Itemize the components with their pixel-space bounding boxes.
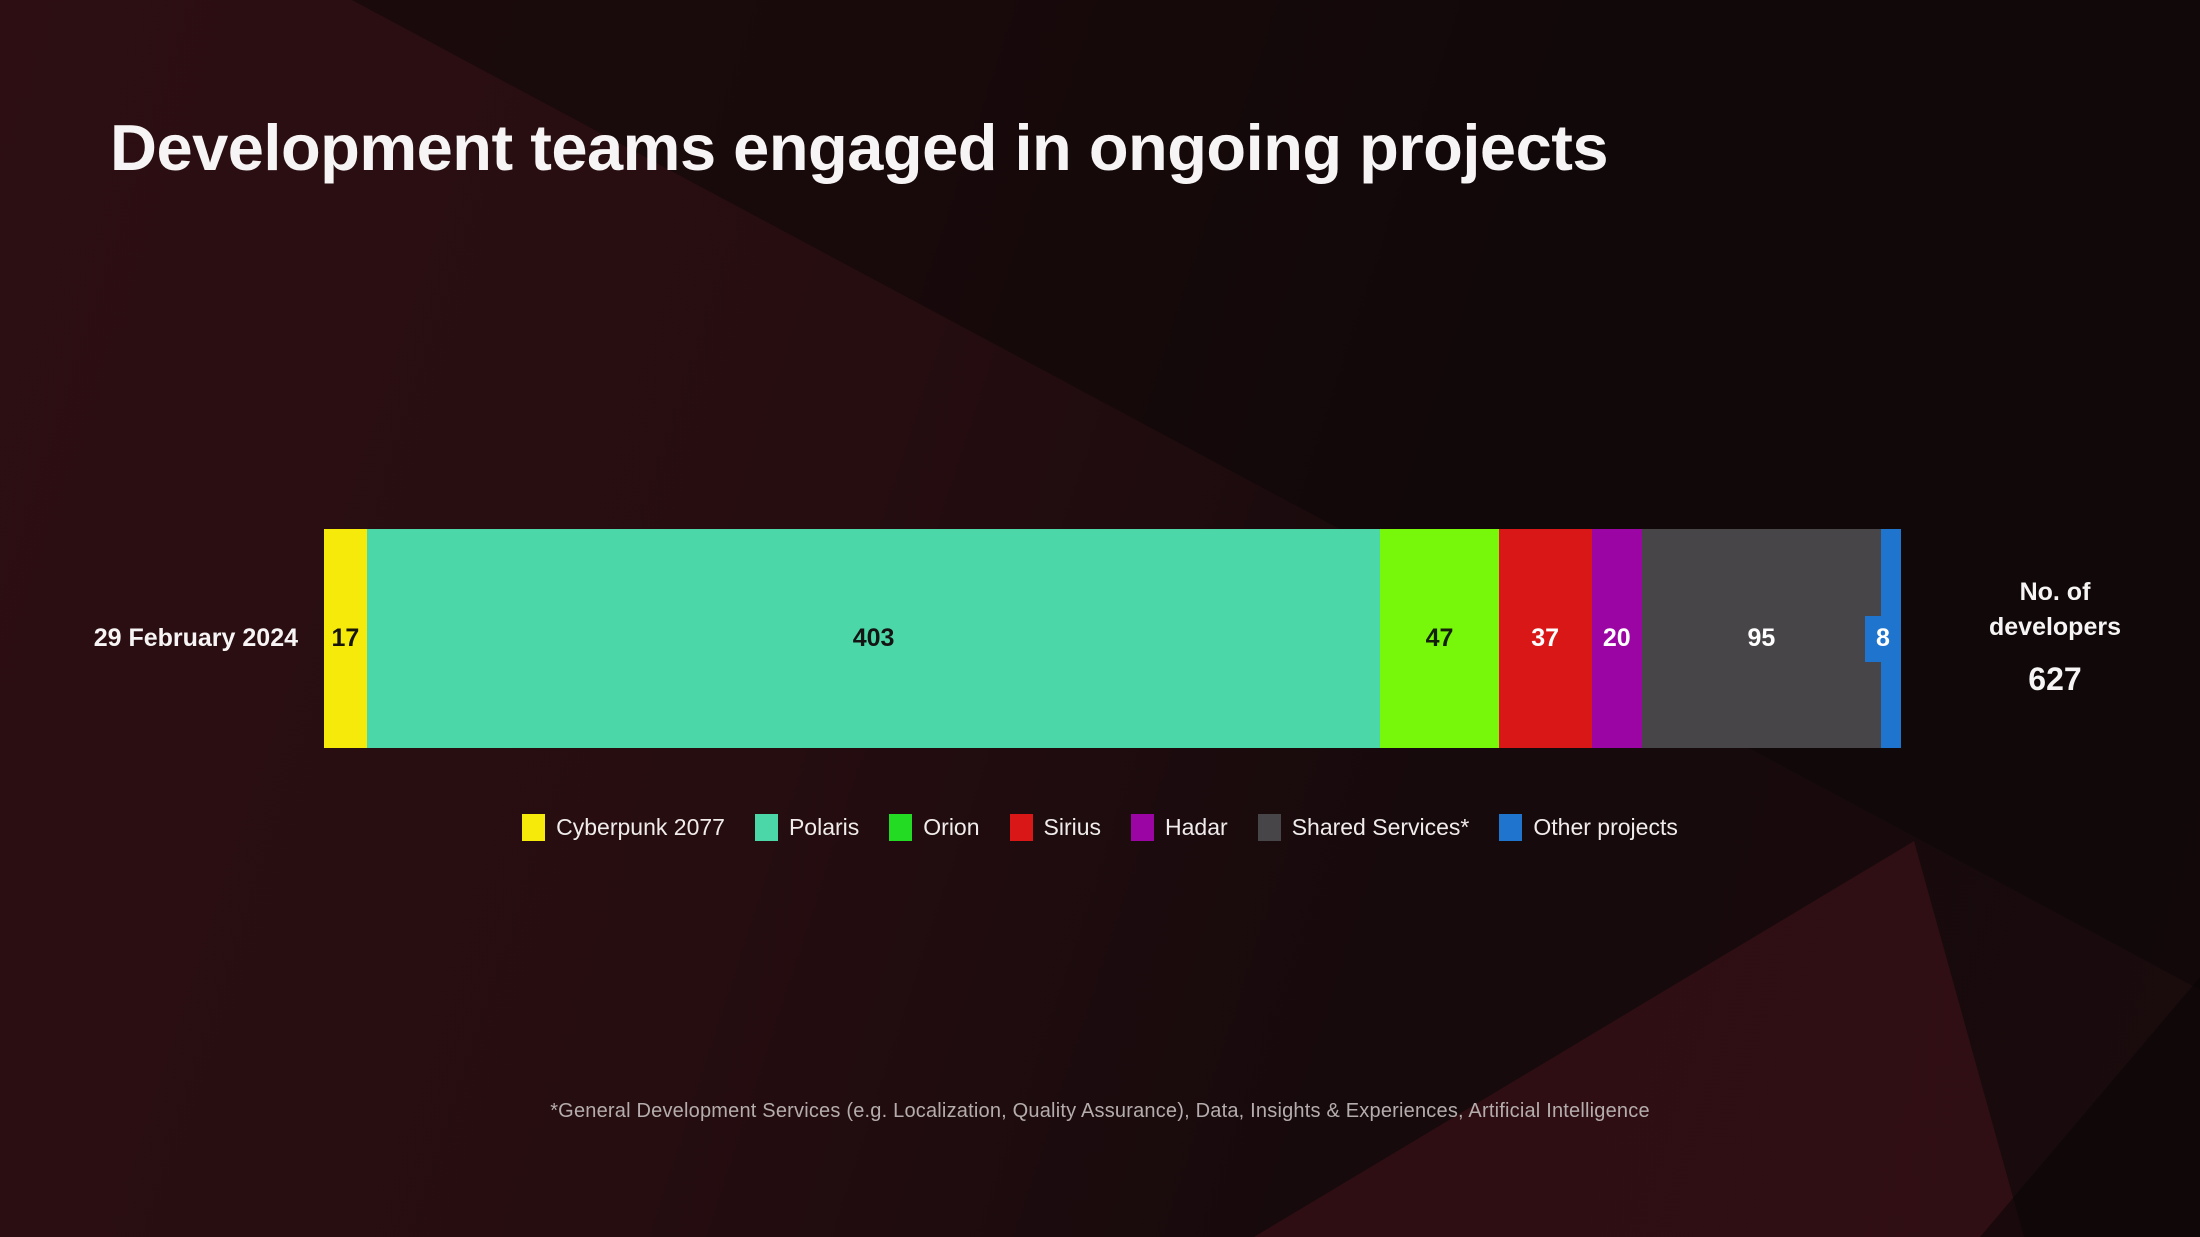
- total-label-line2: developers: [1988, 613, 2121, 641]
- legend-item: Shared Services*: [1257, 814, 1470, 841]
- bar-segment: 37: [1498, 529, 1592, 748]
- legend-item-label: Shared Services*: [1291, 814, 1470, 840]
- bar-segment-value: 95: [1747, 624, 1776, 652]
- bar-segment: 17: [324, 529, 367, 748]
- bar-segment: 8: [1865, 529, 1901, 748]
- page-title: Development teams engaged in ongoing pro…: [110, 111, 1609, 184]
- legend-item-label: Polaris: [788, 814, 860, 840]
- legend-item: Sirius: [1009, 814, 1102, 841]
- legend-item: Other projects: [1499, 814, 1678, 841]
- legend-swatch: [754, 814, 778, 841]
- legend: Cyberpunk 2077 Polaris Orion Sirius Hada…: [0, 814, 2200, 841]
- footnote: *General Development Services (e.g. Loca…: [550, 1100, 1650, 1122]
- legend-item-label: Cyberpunk 2077: [556, 814, 725, 840]
- bar-segment-value: 17: [331, 624, 360, 652]
- bar-segment: 47: [1380, 529, 1499, 748]
- bar-segment: 20: [1591, 529, 1642, 748]
- total-developers-block: No. of developers 627: [1950, 575, 2160, 698]
- bar-segment-value: 8: [1865, 615, 1901, 662]
- legend-item: Polaris: [754, 814, 860, 841]
- legend-item: Hadar: [1131, 814, 1228, 841]
- bar-row-label: 29 February 2024: [93, 624, 298, 652]
- legend-item-label: Orion: [923, 814, 980, 840]
- legend-swatch: [1009, 814, 1033, 841]
- legend-swatch: [1257, 814, 1281, 841]
- stacked-bar: 17 403 47 37 20 95 8: [324, 529, 1901, 748]
- bar-segment-value: 47: [1425, 624, 1454, 652]
- legend-item-label: Other projects: [1533, 814, 1678, 840]
- bar-segment-value: 37: [1531, 624, 1560, 652]
- legend-item: Cyberpunk 2077: [522, 814, 725, 841]
- legend-swatch: [889, 814, 913, 841]
- bar-segment: 95: [1641, 529, 1881, 748]
- total-label-line1: No. of: [2019, 578, 2091, 606]
- legend-swatch: [522, 814, 546, 841]
- legend-item: Orion: [889, 814, 980, 841]
- bar-segment-value: 403: [852, 624, 895, 652]
- legend-item-label: Hadar: [1165, 814, 1228, 840]
- legend-swatch: [1131, 814, 1155, 841]
- legend-swatch: [1499, 814, 1523, 841]
- bar-segment: 403: [366, 529, 1381, 748]
- bar-segment-value: 20: [1602, 624, 1631, 652]
- legend-item-label: Sirius: [1043, 814, 1102, 840]
- total-developers-value: 627: [2028, 661, 2082, 697]
